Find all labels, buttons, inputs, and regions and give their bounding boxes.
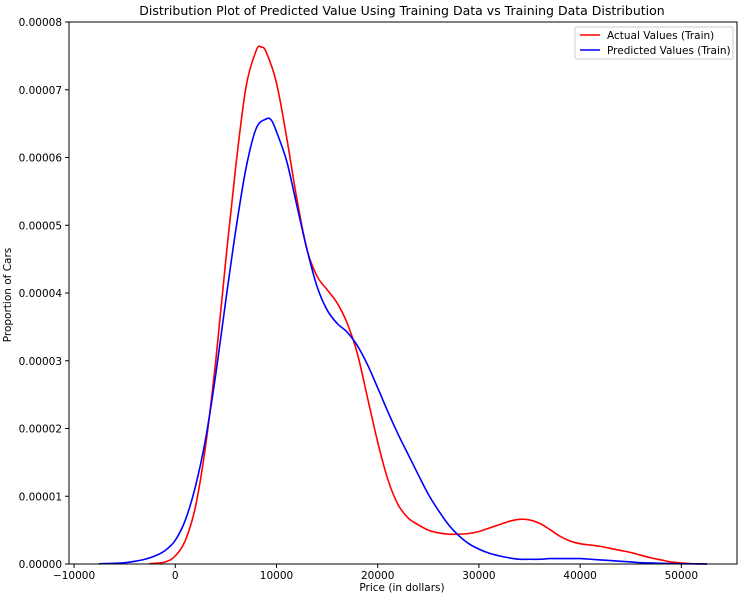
x-axis: −10000 0 10000 20000 30000 40000 50000 xyxy=(53,564,698,582)
y-tick-label: 0.00006 xyxy=(19,153,63,165)
legend-label: Predicted Values (Train) xyxy=(607,45,731,57)
legend-label: Actual Values (Train) xyxy=(607,30,714,42)
x-tick-label: 30000 xyxy=(462,570,495,582)
series-line-predicted xyxy=(98,117,708,565)
x-tick-label: 20000 xyxy=(361,570,394,582)
y-axis: 0.00000 0.00001 0.00002 0.00003 0.00004 0.000… xyxy=(19,17,69,571)
plot-area xyxy=(98,45,708,565)
legend-box xyxy=(574,26,734,60)
x-tick-label: 0 xyxy=(172,570,179,582)
x-tick-label: 40000 xyxy=(563,570,596,582)
legend: Actual Values (Train) Predicted Values (T… xyxy=(574,26,734,60)
plot-frame xyxy=(68,21,738,565)
x-axis-title: Price (in dollars) xyxy=(359,582,444,594)
x-tick-label: −10000 xyxy=(53,570,95,582)
y-axis-title: Proportion of Cars xyxy=(2,248,14,343)
chart-title: Distribution Plot of Predicted Value Usi… xyxy=(139,3,664,18)
y-tick-label: 0.00001 xyxy=(19,491,62,503)
y-tick-label: 0.00008 xyxy=(19,17,62,29)
y-tick-label: 0.00000 xyxy=(19,559,62,571)
y-tick-label: 0.00003 xyxy=(19,356,62,368)
y-tick-label: 0.00007 xyxy=(19,85,62,97)
x-tick-label: 50000 xyxy=(665,570,698,582)
y-tick-label: 0.00005 xyxy=(19,220,62,232)
y-tick-label: 0.00004 xyxy=(19,288,63,300)
series-line-actual xyxy=(149,45,708,565)
x-tick-label: 10000 xyxy=(260,570,293,582)
y-tick-label: 0.00002 xyxy=(19,424,62,436)
